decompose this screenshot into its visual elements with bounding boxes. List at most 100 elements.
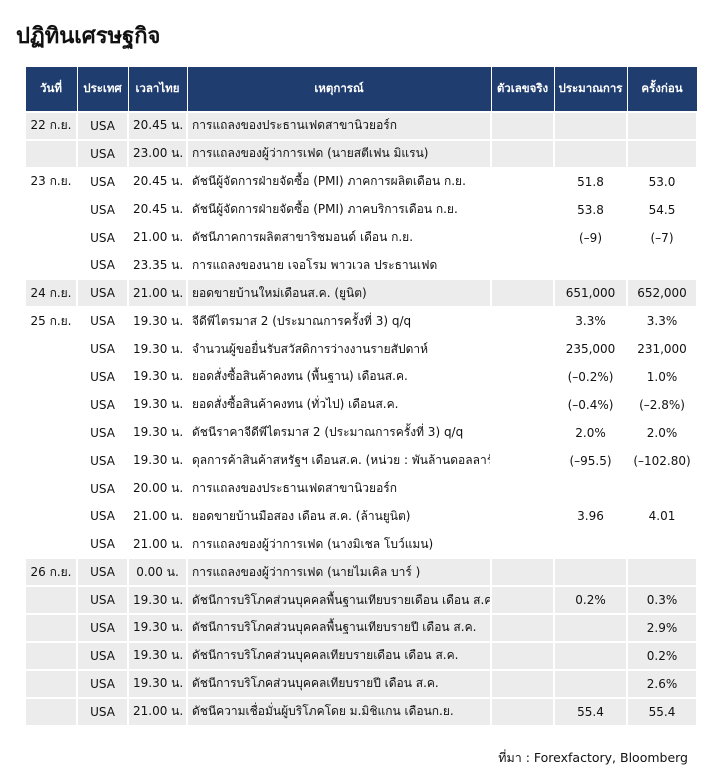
country-cell: USA bbox=[76, 668, 129, 699]
event-cell: การแถลงของประธานเฟดสาขานิวยอร์ก bbox=[186, 111, 492, 141]
previous-cell: 3.3% bbox=[626, 306, 698, 337]
time-cell: 19.30 น. bbox=[127, 417, 188, 448]
event-cell: ดัชนีความเชื่อมั่นผู้บริโภคโดย ม.มิชิแกน… bbox=[186, 696, 492, 727]
date-cell bbox=[24, 194, 78, 225]
forecast-cell: (–0.2%) bbox=[553, 362, 628, 392]
forecast-cell bbox=[553, 473, 628, 504]
source: ที่มา : Forexfactory, Bloomberg bbox=[498, 750, 688, 765]
table-row: USA 20.45 น. ดัชนีผู้จัดการฝ่ายจัดซื้อ (PM… bbox=[24, 194, 698, 225]
event-cell: การแถลงของประธานเฟดสาขานิวยอร์ก bbox=[186, 473, 492, 504]
table-row: USA 21.00 น. ดัชนีภาคการผลิตสาขาริชมอนด์ เ… bbox=[24, 222, 698, 253]
country-cell: USA bbox=[76, 445, 129, 476]
table-row: USA 20.00 น. การแถลงของประธานเฟดสาขานิวยอร… bbox=[24, 473, 698, 504]
time-cell: 21.00 น. bbox=[127, 501, 188, 532]
time-cell: 21.00 น. bbox=[127, 278, 188, 309]
forecast-cell: (–0.4%) bbox=[553, 389, 628, 420]
table-row: USA 19.30 น. จำนวนผู้ขอยื่นรับสวัสดิการว่า… bbox=[24, 334, 698, 365]
actual-cell bbox=[490, 445, 555, 476]
country-cell: USA bbox=[76, 585, 129, 616]
table-row: 24 ก.ย. USA 21.00 น. ยอดขายบ้านใหม่เดือนส.ค… bbox=[24, 278, 698, 309]
table-row: USA 19.30 น. ดัชนีราคาจีดีพีไตรมาส 2 (ประม… bbox=[24, 417, 698, 448]
previous-cell: 1.0% bbox=[626, 362, 698, 392]
table-row: USA 19.30 น. ดุลการค้าสินค้าสหรัฐฯ เดือนส.… bbox=[24, 445, 698, 476]
header-cell: ครั้งก่อน bbox=[626, 66, 698, 113]
date-cell: 26 ก.ย. bbox=[24, 557, 78, 588]
forecast-cell: 235,000 bbox=[553, 334, 628, 365]
event-cell: ยอดขายบ้านมือสอง เดือน ส.ค. (ล้านยูนิต) bbox=[186, 501, 492, 532]
forecast-cell: (–9) bbox=[553, 222, 628, 253]
forecast-cell: 3.3% bbox=[553, 306, 628, 337]
table-row: 26 ก.ย. USA 0.00 น. การแถลงของผู้ว่าการเฟด … bbox=[24, 557, 698, 588]
header-cell: วันที่ bbox=[24, 66, 78, 113]
previous-cell: 4.01 bbox=[626, 501, 698, 532]
time-cell: 19.30 น. bbox=[127, 640, 188, 671]
country-cell: USA bbox=[76, 111, 129, 141]
event-cell: จีดีพีไตรมาส 2 (ประมาณการครั้งที่ 3) q/q bbox=[186, 306, 492, 337]
forecast-cell: 51.8 bbox=[553, 166, 628, 197]
actual-cell bbox=[490, 166, 555, 197]
forecast-cell bbox=[553, 613, 628, 643]
actual-cell bbox=[490, 278, 555, 309]
previous-cell: (–2.8%) bbox=[626, 389, 698, 420]
time-cell: 20.45 น. bbox=[127, 166, 188, 197]
time-cell: 23.35 น. bbox=[127, 250, 188, 281]
country-cell: USA bbox=[76, 334, 129, 365]
time-cell: 19.30 น. bbox=[127, 585, 188, 616]
event-cell: ดัชนีการบริโภคส่วนบุคคลเทียบรายปี เดือน … bbox=[186, 668, 492, 699]
previous-cell: 0.2% bbox=[626, 640, 698, 671]
table-row: USA 19.30 น. ยอดสั่งซื้อสินค้าคงทน (ทั่วไป… bbox=[24, 389, 698, 420]
date-cell bbox=[24, 473, 78, 504]
date-cell bbox=[24, 445, 78, 476]
event-cell: ดัชนีราคาจีดีพีไตรมาส 2 (ประมาณการครั้งท… bbox=[186, 417, 492, 448]
header-cell: ประมาณการ bbox=[553, 66, 628, 113]
previous-cell bbox=[626, 557, 698, 588]
event-cell: ดัชนีผู้จัดการฝ่ายจัดซื้อ (PMI) ภาคการผล… bbox=[186, 166, 492, 197]
event-cell: การแถลงของผู้ว่าการเฟด (นายไมเคิล บาร์ ) bbox=[186, 557, 492, 588]
forecast-cell bbox=[553, 668, 628, 699]
actual-cell bbox=[490, 640, 555, 671]
event-cell: ยอดขายบ้านใหม่เดือนส.ค. (ยูนิต) bbox=[186, 278, 492, 309]
table-row: USA 19.30 น. ดัชนีการบริโภคส่วนบุคคลพื้นฐา… bbox=[24, 613, 698, 643]
event-cell: ดุลการค้าสินค้าสหรัฐฯ เดือนส.ค. (หน่วย :… bbox=[186, 445, 492, 476]
date-cell bbox=[24, 250, 78, 281]
table-row: USA 19.30 น. ยอดสั่งซื้อสินค้าคงทน (พื้นฐา… bbox=[24, 362, 698, 392]
event-cell: ยอดสั่งซื้อสินค้าคงทน (ทั่วไป) เดือนส.ค. bbox=[186, 389, 492, 420]
forecast-cell: 53.8 bbox=[553, 194, 628, 225]
event-cell: ดัชนีการบริโภคส่วนบุคคลเทียบรายเดือน เดื… bbox=[186, 640, 492, 671]
event-cell: จำนวนผู้ขอยื่นรับสวัสดิการว่างงานรายสัปด… bbox=[186, 334, 492, 365]
date-cell bbox=[24, 613, 78, 643]
table-row: USA 21.00 น. ดัชนีความเชื่อมั่นผู้บริโภคโด… bbox=[24, 696, 698, 727]
previous-cell: 2.9% bbox=[626, 613, 698, 643]
country-cell: USA bbox=[76, 529, 129, 560]
previous-cell: 231,000 bbox=[626, 334, 698, 365]
date-cell bbox=[24, 585, 78, 616]
actual-cell bbox=[490, 696, 555, 727]
date-cell bbox=[24, 362, 78, 392]
actual-cell bbox=[490, 668, 555, 699]
country-cell: USA bbox=[76, 613, 129, 643]
forecast-cell bbox=[553, 250, 628, 281]
actual-cell bbox=[490, 389, 555, 420]
event-cell: การแถลงของนาย เจอโรม พาวเวล ประธานเฟด bbox=[186, 250, 492, 281]
forecast-cell: 3.96 bbox=[553, 501, 628, 532]
event-cell: ยอดสั่งซื้อสินค้าคงทน (พื้นฐาน) เดือนส.ค… bbox=[186, 362, 492, 392]
forecast-cell bbox=[553, 640, 628, 671]
time-cell: 19.30 น. bbox=[127, 445, 188, 476]
time-cell: 0.00 น. bbox=[127, 557, 188, 588]
actual-cell bbox=[490, 111, 555, 141]
date-cell bbox=[24, 696, 78, 727]
title: ปฏิทินเศรษฐกิจ bbox=[16, 24, 161, 49]
actual-cell bbox=[490, 306, 555, 337]
previous-cell: 53.0 bbox=[626, 166, 698, 197]
country-cell: USA bbox=[76, 278, 129, 309]
date-cell bbox=[24, 389, 78, 420]
actual-cell bbox=[490, 334, 555, 365]
event-cell: ดัชนีภาคการผลิตสาขาริชมอนด์ เดือน ก.ย. bbox=[186, 222, 492, 253]
time-cell: 20.45 น. bbox=[127, 194, 188, 225]
forecast-cell bbox=[553, 138, 628, 169]
actual-cell bbox=[490, 613, 555, 643]
country-cell: USA bbox=[76, 194, 129, 225]
table-row: USA 19.30 น. ดัชนีการบริโภคส่วนบุคคลเทียบร… bbox=[24, 640, 698, 671]
country-cell: USA bbox=[76, 501, 129, 532]
